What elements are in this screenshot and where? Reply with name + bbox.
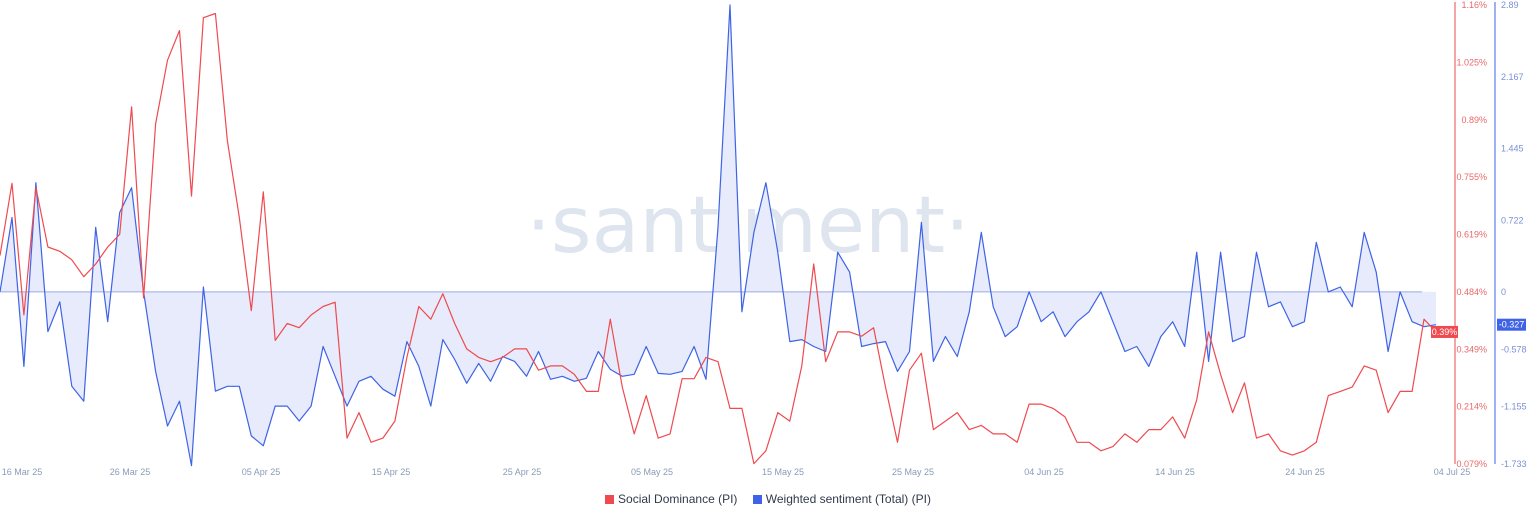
x-tick-label: 25 Apr 25: [503, 467, 542, 477]
y-left-tick-label: 1.16%: [1461, 0, 1487, 10]
legend-swatch-sentiment: [752, 495, 762, 504]
y-left-tick-label: 0.755%: [1456, 172, 1487, 182]
x-tick-label: 15 May 25: [762, 467, 804, 477]
sentiment-last-value-badge: [1497, 318, 1526, 331]
x-tick-label: 05 Apr 25: [242, 467, 281, 477]
x-axis-ticks: 16 Mar 25 26 Mar 25 05 Apr 25 15 Apr 25 25 A…: [2, 467, 1471, 477]
chart-legend: Social Dominance (PI) Weighted sentiment…: [0, 492, 1536, 506]
sentiment-last-value-text: -0.327: [1499, 320, 1525, 330]
x-tick-label: 04 Jun 25: [1024, 467, 1064, 477]
x-tick-label: 04 Jul 25: [1434, 467, 1471, 477]
x-tick-label: 05 May 25: [631, 467, 673, 477]
x-tick-label: 26 Mar 25: [110, 467, 151, 477]
sentiment-area-fill-path: [0, 5, 1436, 466]
right-axis-ticks: 2.89 2.167 1.445 0.722 0 -0.578 -1.155 -1.733: [1501, 0, 1527, 469]
sentiment-area-fill: [0, 5, 1436, 466]
x-tick-label: 25 May 25: [892, 467, 934, 477]
y-right-tick-label: 0.722: [1501, 215, 1524, 225]
legend-label-sentiment: Weighted sentiment (Total) (PI): [765, 492, 931, 506]
y-left-tick-label: 0.349%: [1456, 344, 1487, 354]
x-tick-label: 16 Mar 25: [2, 467, 43, 477]
y-right-tick-label: 2.89: [1501, 0, 1519, 10]
x-tick-label: 24 Jun 25: [1285, 467, 1325, 477]
y-left-tick-label: 0.079%: [1456, 459, 1487, 469]
y-right-tick-label: 2.167: [1501, 72, 1524, 82]
y-left-tick-label: 1.025%: [1456, 57, 1487, 67]
social-last-value-text: 0.39%: [1432, 327, 1458, 337]
y-right-tick-label: 0: [1501, 287, 1506, 297]
series-line-weighted-sentiment: [0, 4, 1437, 467]
y-left-tick-label: 0.89%: [1461, 115, 1487, 125]
legend-item-weighted-sentiment[interactable]: Weighted sentiment (Total) (PI): [752, 492, 931, 506]
y-right-tick-label: -0.578: [1501, 344, 1527, 354]
series-lines: [0, 4, 1437, 467]
y-left-tick-label: 0.214%: [1456, 402, 1487, 412]
x-tick-label: 14 Jun 25: [1155, 467, 1195, 477]
last-value-badges: 0.39% -0.327: [1431, 318, 1526, 338]
chart-canvas: ·santiment· 16 Mar 25 26 Mar 25 05 Apr 25 1…: [0, 0, 1527, 477]
legend-label-social: Social Dominance (PI): [618, 492, 738, 506]
y-right-tick-label: -1.733: [1501, 459, 1527, 469]
y-right-tick-label: -1.155: [1501, 402, 1527, 412]
social-last-value-badge: [1431, 325, 1458, 338]
series-line-social-dominance: [0, 12, 1437, 465]
left-axis-ticks: 1.16% 1.025% 0.89% 0.755% 0.619% 0.484% 0.349%…: [1456, 0, 1487, 469]
y-right-tick-label: 1.445: [1501, 143, 1524, 153]
legend-item-social-dominance[interactable]: Social Dominance (PI): [605, 492, 737, 506]
legend-swatch-social: [605, 495, 615, 504]
x-tick-label: 15 Apr 25: [372, 467, 411, 477]
y-left-tick-label: 0.619%: [1456, 230, 1487, 240]
santiment-watermark: ·santiment·: [526, 181, 970, 271]
y-left-tick-label: 0.484%: [1456, 287, 1487, 297]
